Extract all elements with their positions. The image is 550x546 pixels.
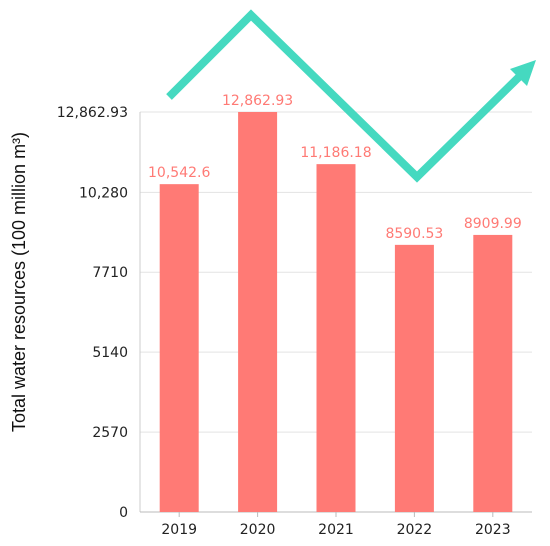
x-axis-ticks: 2019 2020 2021 2022 2023 [161,512,511,538]
y-tick-label: 2570 [92,425,128,441]
bar-2021 [316,164,356,512]
trend-arrow [166,9,536,183]
trend-arrow-line [166,9,525,183]
x-tick-label: 2020 [240,522,276,538]
bar-2022 [394,244,434,512]
data-labels: 10,542.6 12,862.93 11,186.18 8590.53 8909.99 [148,93,522,242]
y-axis-ticks: 0 2570 5140 7710 10,280 12,862.93 [57,105,128,521]
y-axis-title: Total water resources (100 million m³) [9,132,29,432]
data-label-2021: 11,186.18 [300,145,371,161]
y-tick-label: 5140 [92,345,128,361]
y-tick-label: 7710 [92,265,128,281]
data-label-2022: 8590.53 [385,226,443,242]
bar-2020 [238,112,278,512]
x-tick-label: 2023 [475,522,511,538]
y-tick-label: 10,280 [79,185,128,201]
y-tick-label: 12,862.93 [57,105,128,121]
x-tick-label: 2019 [161,522,197,538]
data-label-2020: 12,862.93 [222,93,293,109]
bar-2019 [159,184,199,512]
y-tick-label: 0 [119,505,128,521]
bar-2023 [473,234,513,512]
data-label-2019: 10,542.6 [148,165,210,181]
x-tick-label: 2022 [397,522,433,538]
trend-arrow-head [510,60,536,86]
bars [159,112,513,512]
x-tick-label: 2021 [318,522,354,538]
data-label-2023: 8909.99 [464,216,522,232]
